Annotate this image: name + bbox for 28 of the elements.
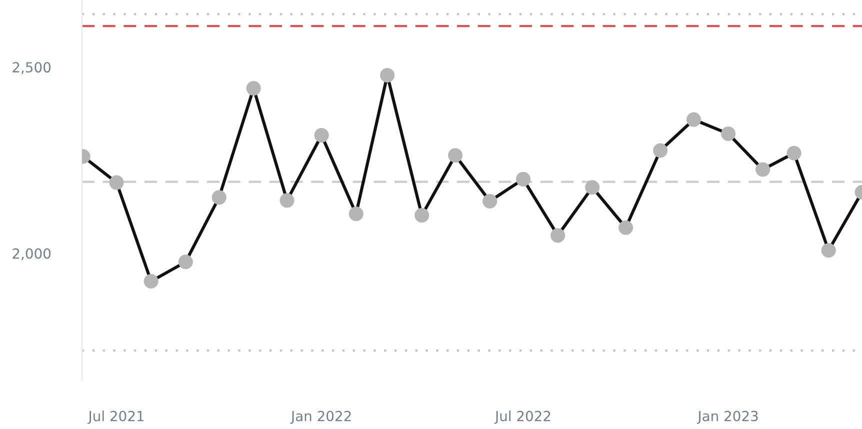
point xyxy=(786,146,802,160)
point xyxy=(280,193,294,208)
point xyxy=(414,208,430,223)
point xyxy=(686,112,702,127)
point xyxy=(448,148,463,163)
point xyxy=(653,143,668,158)
point xyxy=(550,228,566,243)
point xyxy=(585,180,600,195)
point xyxy=(109,175,124,190)
point xyxy=(618,220,634,235)
point xyxy=(721,126,736,142)
x-tick-label: Jan 2023 xyxy=(696,410,758,424)
point xyxy=(178,254,193,270)
point xyxy=(144,274,158,289)
point xyxy=(756,162,770,177)
point xyxy=(246,81,261,96)
point xyxy=(821,243,836,258)
x-tick-label: Jul 2022 xyxy=(494,410,550,424)
y-tick-label: 2,500 xyxy=(12,62,51,74)
point xyxy=(348,206,364,222)
x-tick-label: Jul 2021 xyxy=(88,410,144,424)
y-tick-label: 2,000 xyxy=(12,248,51,260)
x-tick-label: Jan 2022 xyxy=(290,410,351,424)
point xyxy=(380,68,395,83)
point xyxy=(212,190,226,205)
point xyxy=(314,128,329,143)
point xyxy=(516,172,531,186)
point xyxy=(482,194,498,208)
